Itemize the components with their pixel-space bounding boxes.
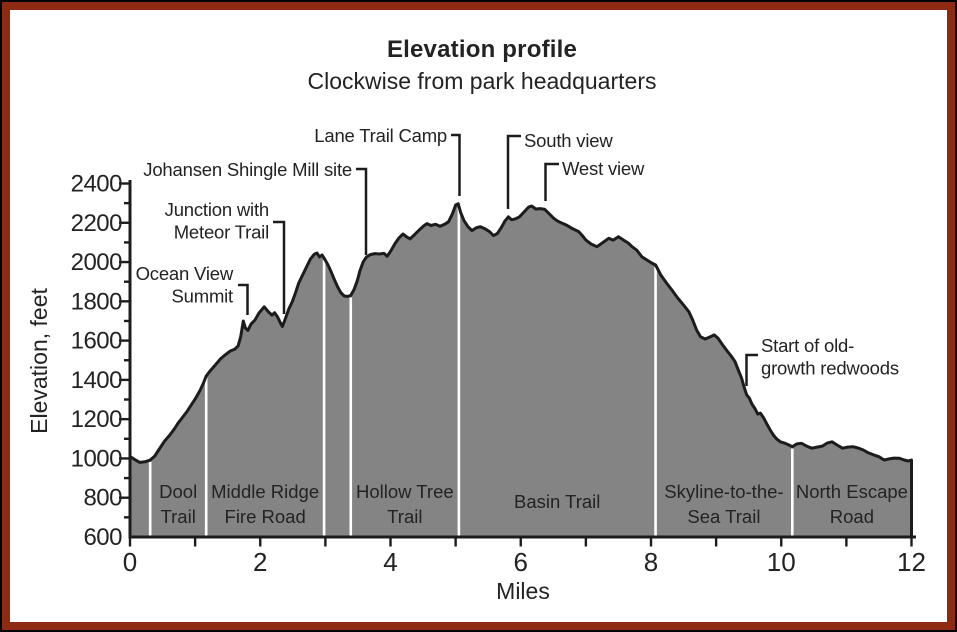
johansen-shingle-mill-label: Johansen Shingle Mill site: [143, 159, 352, 180]
x-tick-label: 0: [123, 547, 137, 577]
x-tick-label: 10: [767, 547, 796, 577]
trail-segment-label: Skyline-to-the-: [664, 481, 783, 502]
trail-segment-label: Trail: [161, 506, 196, 527]
junction-meteor-trail-label: Meteor Trail: [174, 222, 269, 243]
x-tick-label: 12: [897, 547, 926, 577]
x-tick-label: 8: [644, 547, 658, 577]
trail-segment-label: Fire Road: [225, 506, 306, 527]
y-tick-label: 1000: [71, 445, 123, 472]
y-tick-label: 1400: [71, 367, 123, 394]
trail-segment-label: Road: [830, 506, 874, 527]
x-tick-label: 6: [514, 547, 528, 577]
chart-title: Elevation profile: [387, 36, 577, 63]
junction-meteor-trail-label: Junction with: [165, 199, 269, 220]
y-tick-label: 800: [83, 485, 122, 512]
west-view-pointer: [544, 162, 559, 201]
trail-segment-label: Sea Trail: [687, 506, 760, 527]
y-tick-label: 1600: [71, 328, 123, 355]
trail-segment-label: Basin Trail: [514, 491, 600, 512]
old-growth-redwoods-pointer: [745, 353, 758, 386]
x-axis-title: Miles: [496, 578, 550, 604]
ocean-view-summit-pointer: [238, 283, 249, 315]
y-tick-label: 2400: [71, 171, 123, 198]
old-growth-redwoods-label: growth redwoods: [761, 358, 899, 379]
ocean-view-summit-label: Ocean View: [136, 263, 234, 284]
y-tick-label: 2200: [71, 210, 123, 237]
trail-segment-label: Middle Ridge: [211, 481, 319, 502]
elevation-area: [130, 203, 912, 537]
lane-trail-camp-label: Lane Trail Camp: [314, 125, 447, 146]
south-view-pointer: [506, 134, 521, 209]
lane-trail-camp-pointer: [451, 133, 461, 196]
ocean-view-summit-label: Summit: [172, 286, 234, 307]
y-axis-title: Elevation, feet: [26, 288, 52, 434]
x-tick-label: 2: [253, 547, 267, 577]
trail-segment-label: Trail: [387, 506, 422, 527]
johansen-shingle-mill-pointer: [356, 167, 368, 255]
old-growth-redwoods-label: Start of old-: [761, 335, 854, 356]
trail-segment-label: Hollow Tree: [356, 481, 454, 502]
west-view-label: West view: [562, 158, 645, 179]
south-view-label: South view: [524, 130, 613, 151]
chart-subtitle: Clockwise from park headquarters: [308, 68, 657, 94]
trail-segment-label: Dool: [159, 481, 197, 502]
trail-segment-label: North Escape: [796, 481, 908, 502]
y-tick-label: 600: [83, 524, 122, 551]
y-tick-label: 1800: [71, 288, 123, 315]
junction-meteor-trail-pointer: [273, 220, 286, 314]
x-tick-label: 4: [383, 547, 397, 577]
plot-area: 600 800 1000 1200 1400 1600 1800 2000 2200 2400 0 2…: [71, 125, 926, 577]
y-tick-label: 2000: [71, 249, 123, 276]
y-tick-label: 1200: [71, 406, 123, 433]
elevation-line: [128, 202, 913, 538]
